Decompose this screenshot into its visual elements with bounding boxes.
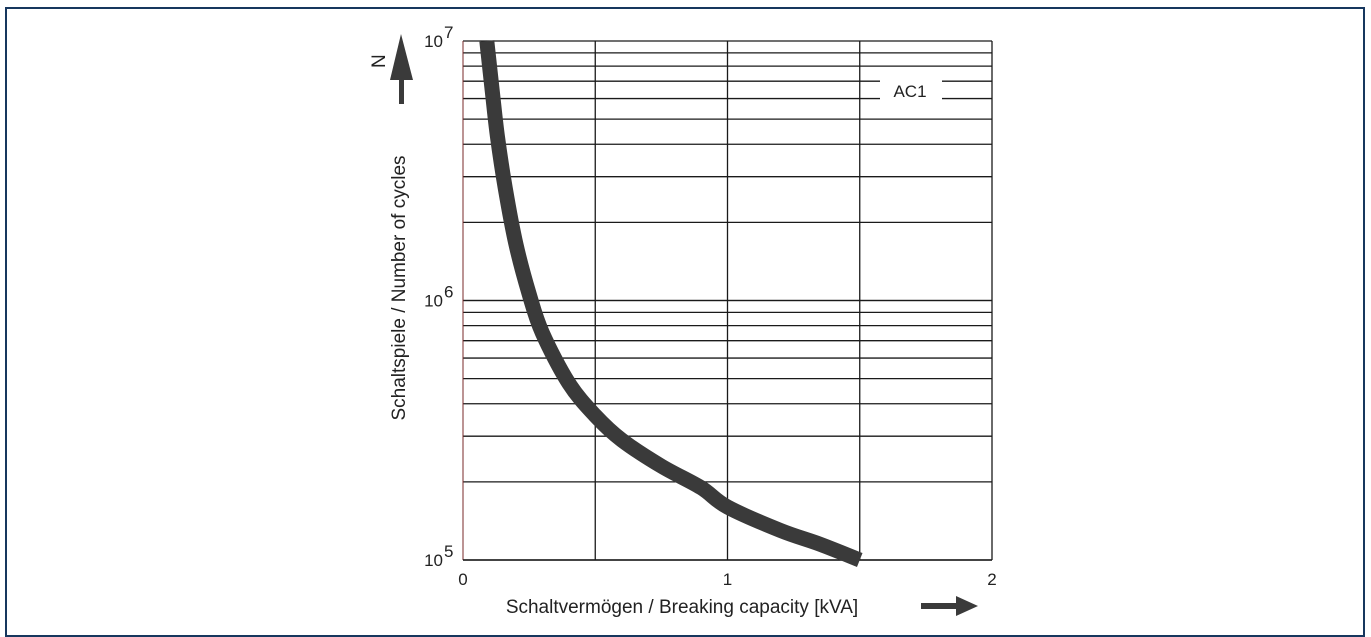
x-axis-arrow bbox=[921, 596, 978, 616]
series-label: AC1 bbox=[893, 82, 926, 101]
series-label-background bbox=[880, 80, 942, 106]
y-tick-exponent: 5 bbox=[444, 542, 453, 561]
y-tick-exponent: 7 bbox=[444, 23, 453, 42]
y-tick-base: 10 bbox=[424, 292, 443, 311]
series-curve bbox=[479, 40, 863, 567]
x-tick-label: 0 bbox=[458, 570, 467, 589]
y-tick-base: 10 bbox=[424, 551, 443, 570]
x-tick-label: 2 bbox=[987, 570, 996, 589]
x-axis-title: Schaltvermögen / Breaking capacity [kVA] bbox=[506, 597, 858, 618]
y-axis-arrow bbox=[390, 34, 413, 104]
y-tick-exponent: 6 bbox=[444, 283, 453, 302]
y-tick-label: 10 5 bbox=[424, 542, 453, 570]
y-arrow-label: N bbox=[369, 54, 390, 68]
y-tick-label: 10 7 bbox=[424, 23, 453, 51]
grid-major bbox=[462, 41, 993, 561]
y-tick-base: 10 bbox=[424, 32, 443, 51]
x-tick-label: 1 bbox=[723, 570, 732, 589]
y-axis-title: Schaltspiele / Number of cycles bbox=[389, 155, 410, 420]
y-tick-label: 10 6 bbox=[424, 283, 453, 311]
series-layer bbox=[479, 40, 863, 567]
